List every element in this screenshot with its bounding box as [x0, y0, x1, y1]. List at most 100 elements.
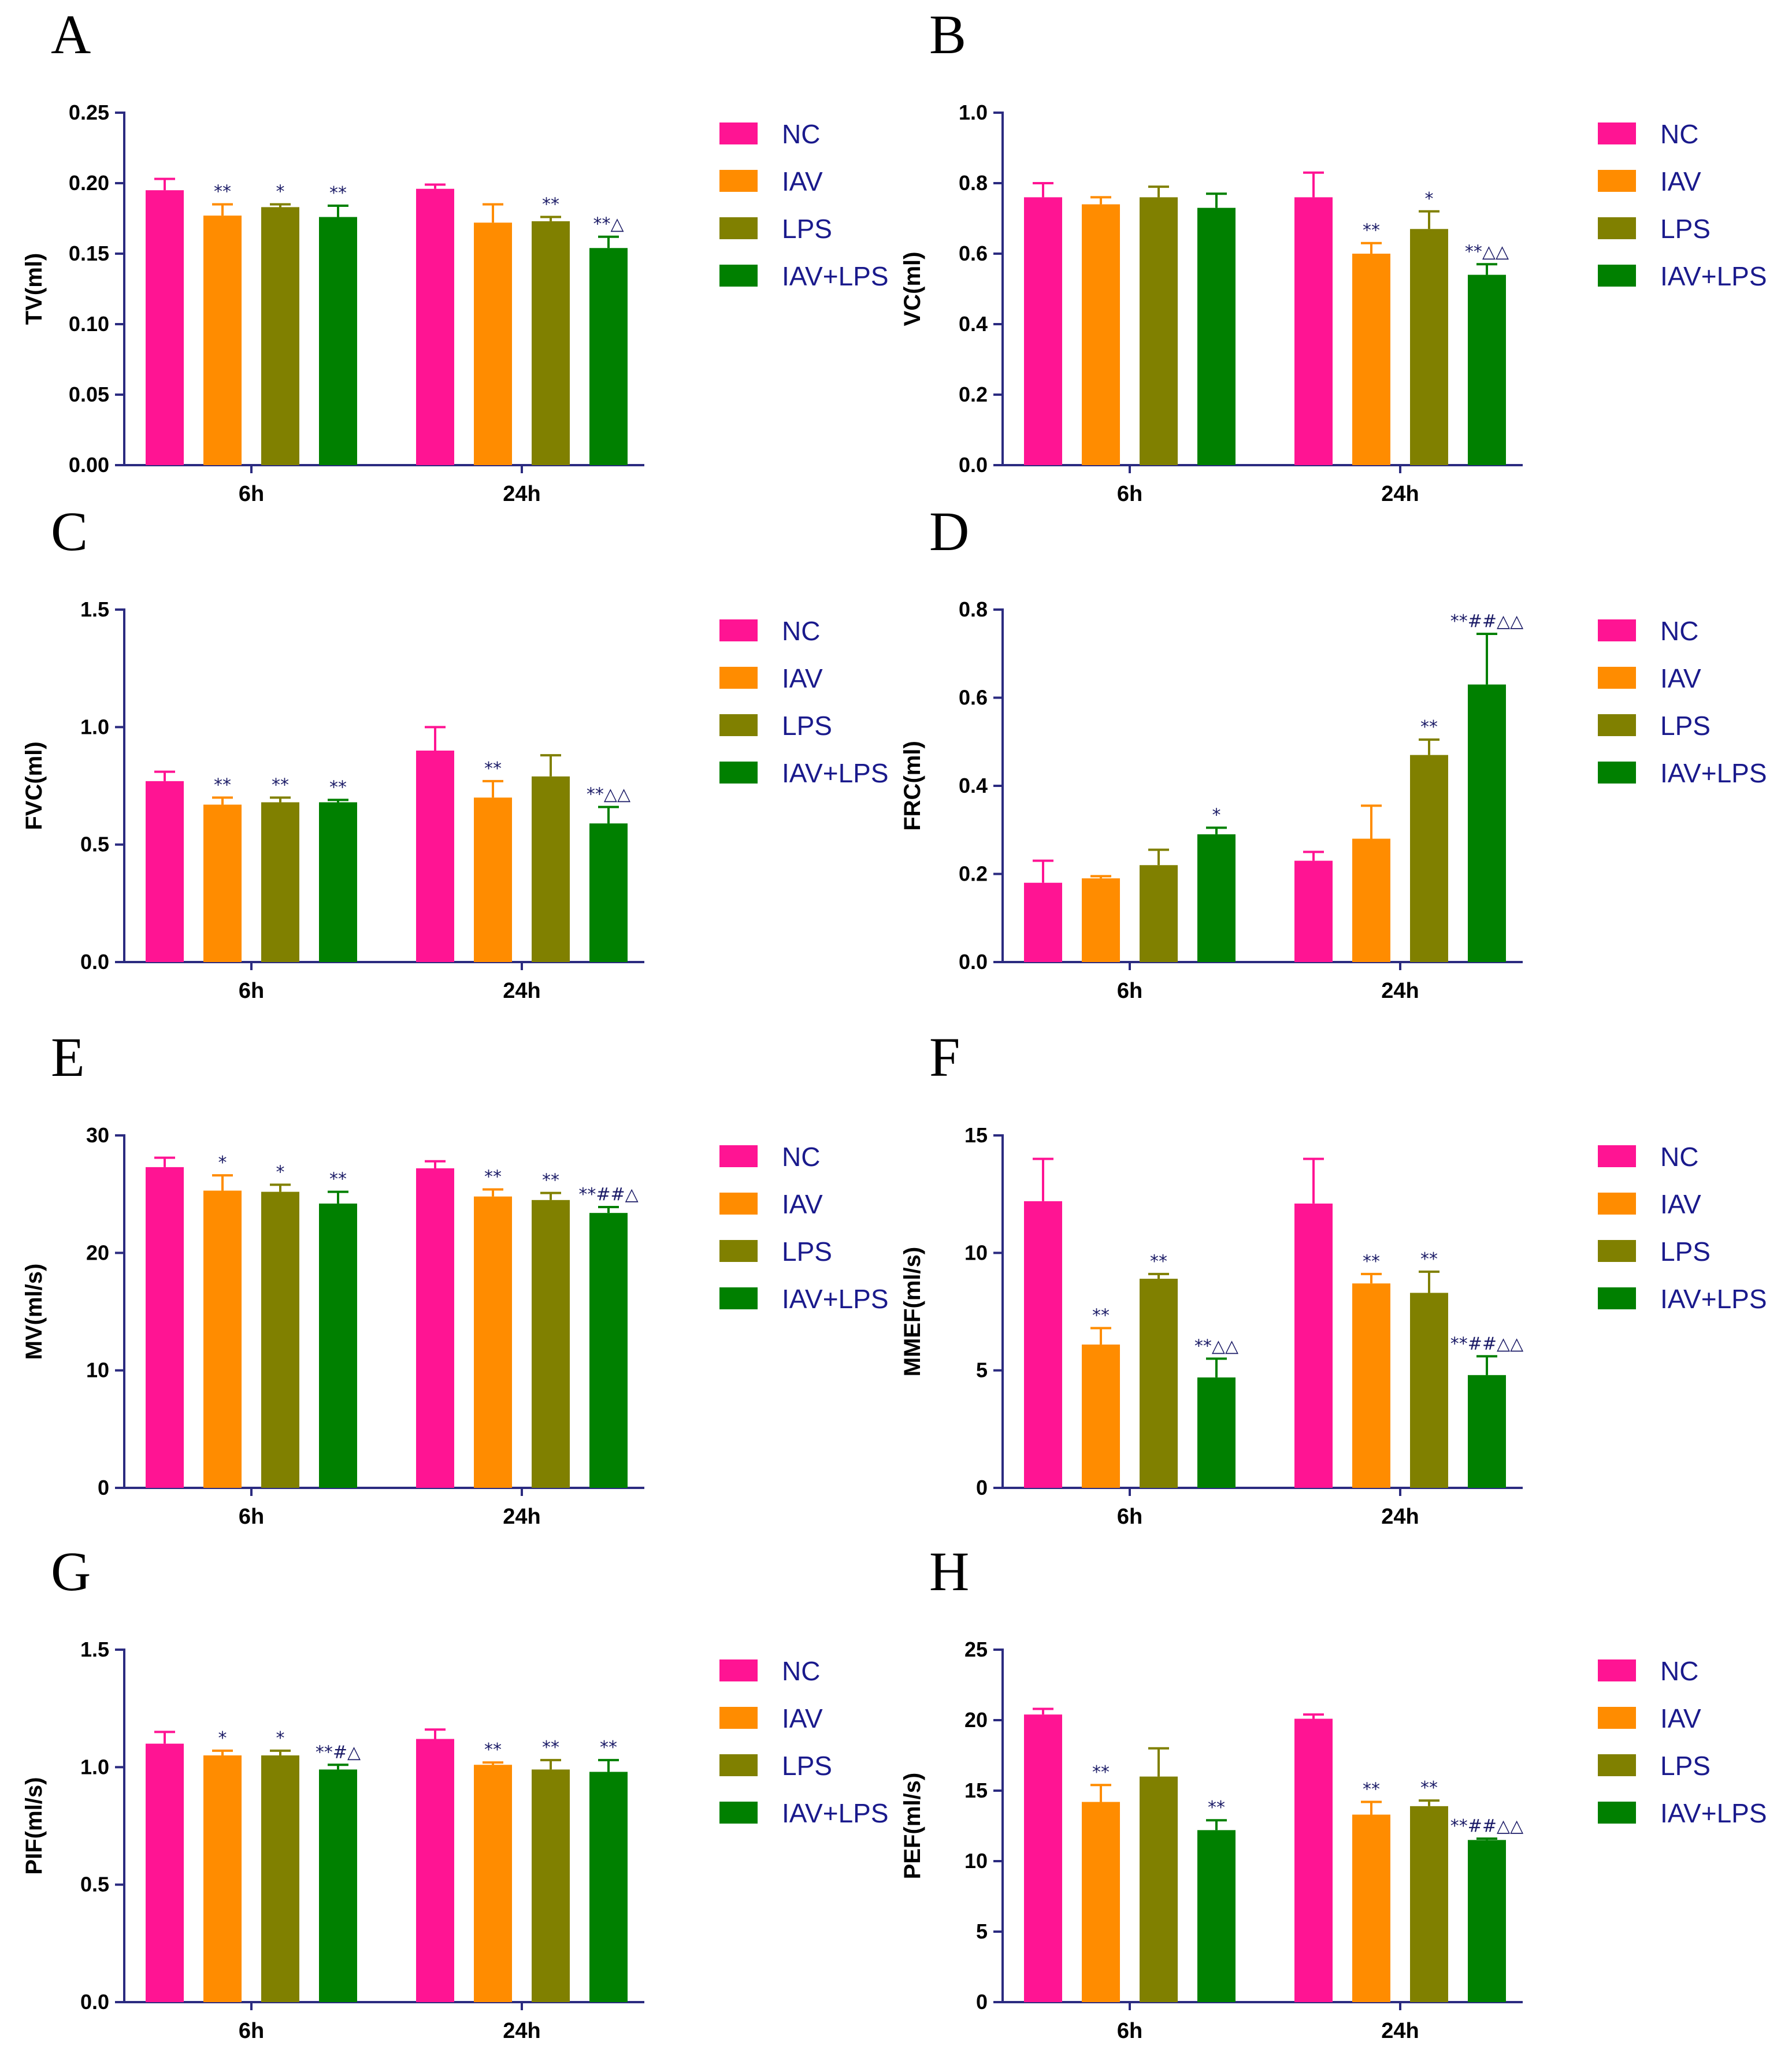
legend-swatch: [1598, 1659, 1636, 1681]
bar-iav-lps-24h: [1468, 274, 1506, 465]
bar-iav-6h: [1082, 878, 1120, 962]
legend-swatch: [719, 217, 758, 239]
legend-swatch: [1598, 762, 1636, 784]
legend-swatch: [719, 714, 758, 736]
legend-label: IAV+LPS: [782, 261, 889, 291]
legend-label: IAV+LPS: [1660, 1798, 1767, 1828]
x-tick-label: 6h: [1117, 482, 1142, 506]
x-tick-label: 24h: [503, 482, 540, 506]
y-tick-label: 0.2: [959, 862, 988, 886]
y-tick-label: 1.0: [959, 101, 988, 124]
legend-label: NC: [782, 1142, 820, 1172]
y-tick-label: 0.8: [959, 597, 988, 621]
bar-iav-24h: [1352, 254, 1390, 465]
bar-iav-lps-24h: [1468, 1840, 1506, 2002]
bar-iav-lps-6h: [1197, 207, 1236, 465]
y-axis-title: FRC(ml): [900, 741, 925, 831]
legend-label: IAV: [1660, 166, 1701, 196]
significance-label: *: [1425, 189, 1434, 209]
x-tick-label: 6h: [1117, 2019, 1142, 2043]
significance-label: *: [276, 1728, 285, 1748]
legend-swatch: [719, 667, 758, 689]
y-axis-title: FVC(ml): [21, 741, 47, 830]
y-tick-label: 10: [964, 1849, 988, 1873]
significance-label: **△△: [1465, 242, 1509, 262]
significance-label: **△△: [587, 785, 630, 805]
significance-label: **: [329, 777, 347, 797]
legend-label: IAV: [782, 1189, 823, 1219]
bar-iav-lps-24h: [589, 1772, 628, 2002]
y-tick-label: 0.0: [80, 1990, 109, 2014]
legend-swatch: [719, 170, 758, 192]
bar-nc-24h: [1294, 860, 1333, 962]
y-tick-label: 0.15: [69, 242, 109, 265]
panel-f: F 0 5 10 15 MMEF(ml/s) 6h ** ** **△△ 24h ** ** **##△△…: [900, 1026, 1767, 1529]
bar-iav-24h: [1352, 838, 1390, 962]
y-tick-label: 0.00: [69, 453, 109, 477]
bar-iav-6h: [203, 1190, 242, 1488]
legend-swatch: [1598, 667, 1636, 689]
legend-label: LPS: [782, 214, 832, 244]
bar-lps-6h: [1140, 1279, 1178, 1488]
bar-nc-24h: [1294, 197, 1333, 465]
bar-nc-6h: [1024, 1201, 1062, 1488]
y-tick-label: 20: [86, 1241, 109, 1264]
legend-label: IAV: [1660, 1703, 1701, 1733]
bar-nc-6h: [1024, 1714, 1062, 2002]
legend-label: NC: [782, 119, 820, 149]
panel-letter: E: [51, 1026, 85, 1088]
y-tick-label: 0.4: [959, 774, 988, 797]
x-tick-label: 24h: [503, 1505, 540, 1529]
y-tick-label: 0: [976, 1476, 988, 1499]
y-tick-label: 0.2: [959, 383, 988, 406]
x-tick-label: 6h: [239, 1505, 264, 1529]
legend-swatch: [1598, 1240, 1636, 1262]
bar-iav-lps-6h: [1197, 1830, 1236, 2002]
significance-label: **: [1092, 1305, 1110, 1326]
y-tick-label: 0.05: [69, 383, 109, 406]
legend-label: IAV+LPS: [782, 758, 889, 788]
significance-label: **#△: [316, 1742, 361, 1762]
legend-swatch: [719, 1240, 758, 1262]
legend-swatch: [1598, 1145, 1636, 1167]
legend-label: IAV: [1660, 663, 1701, 693]
y-tick-label: 1.0: [80, 1755, 109, 1779]
significance-label: **: [1363, 1252, 1380, 1272]
legend-label: LPS: [1660, 214, 1711, 244]
bar-iav-6h: [203, 216, 242, 465]
y-axis-title: PEF(ml/s): [900, 1773, 925, 1879]
y-tick-label: 0: [976, 1990, 988, 2014]
panel-letter: H: [929, 1540, 969, 1602]
legend-swatch: [719, 265, 758, 287]
bar-lps-24h: [1410, 1806, 1448, 2002]
significance-label: **: [214, 775, 231, 795]
bar-nc-24h: [1294, 1203, 1333, 1488]
significance-label: *: [218, 1153, 227, 1173]
significance-label: **##△: [578, 1185, 638, 1205]
legend-label: LPS: [1660, 1237, 1711, 1267]
legend-label: LPS: [782, 1751, 832, 1781]
significance-label: *: [276, 182, 285, 202]
y-axis-title: VC(ml): [900, 252, 925, 326]
y-axis-title: PIF(ml/s): [21, 1777, 47, 1875]
panel-letter: G: [51, 1540, 91, 1602]
bar-iav-6h: [203, 804, 242, 962]
bar-iav-lps-24h: [1468, 1375, 1506, 1488]
y-tick-label: 20: [964, 1708, 988, 1732]
panel-d: D 0.0 0.2 0.4 0.6 0.8 FRC(ml) 6h * 24h ** **##△△ NC I…: [900, 500, 1767, 1003]
bar-nc-6h: [146, 781, 184, 962]
bar-lps-24h: [1410, 229, 1448, 465]
bar-iav-lps-6h: [319, 1203, 357, 1488]
bar-lps-24h: [532, 1769, 570, 2002]
legend-label: IAV: [782, 1703, 823, 1733]
significance-label: **△: [593, 214, 624, 235]
bar-lps-6h: [1140, 865, 1178, 962]
significance-label: **: [1420, 1778, 1438, 1798]
y-axis-title: TV(ml): [21, 253, 47, 325]
bar-iav-lps-6h: [319, 217, 357, 465]
legend-swatch: [719, 762, 758, 784]
significance-label: **: [484, 1167, 502, 1187]
significance-label: *: [218, 1728, 227, 1748]
